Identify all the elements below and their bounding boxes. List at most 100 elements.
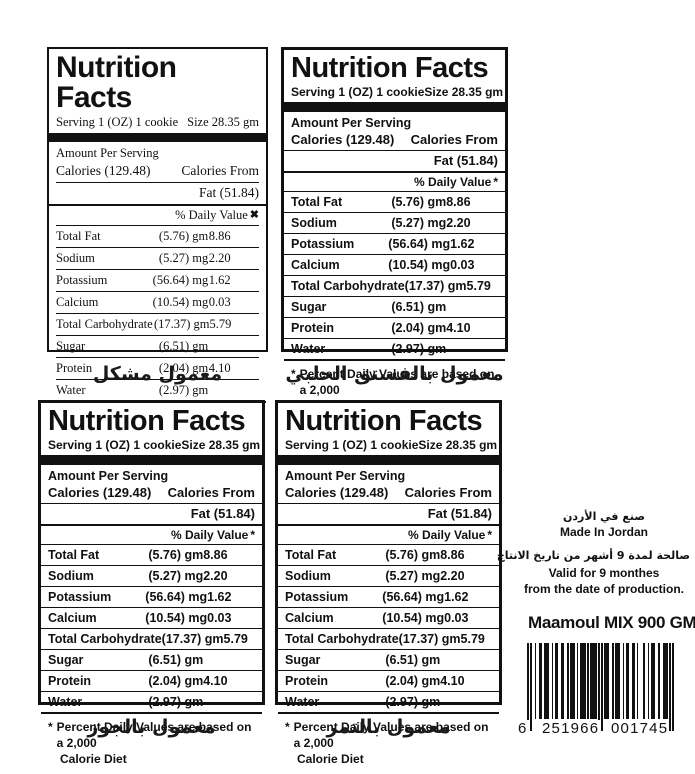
calories-from-fat-row: Fat (51.84) [278, 504, 499, 524]
nutrient-name: Potassium [56, 273, 108, 287]
row-divider [41, 628, 262, 629]
daily-value-header-text: % Daily Value [413, 175, 492, 189]
row-divider [278, 670, 499, 671]
nutrient-name: Protein [48, 674, 92, 688]
row-divider [49, 313, 266, 314]
nutrient-row: Calcium (10.54) mg 0.03 [278, 608, 499, 628]
footnote-divider [284, 359, 505, 361]
nutrient-amount: (17.37) gm [398, 632, 461, 646]
daily-value-header-row: % Daily Value * [41, 526, 262, 544]
nutrient-name: Potassium [48, 590, 112, 604]
nutrient-amount: (10.54) mg [152, 295, 209, 309]
nutrient-name: Sugar [56, 339, 86, 353]
nutrient-amount: (5.76) gm [158, 229, 209, 243]
nutrient-daily-value: 5.79 [209, 317, 232, 331]
panel-title: Nutrition Facts [285, 405, 483, 437]
nutrient-daily-value: 8.86 [208, 229, 231, 243]
nutrient-name: Total Carbohydrate [285, 632, 399, 646]
nutrient-amount: (5.76) gm [148, 548, 204, 562]
serving-size-row: Serving 1 (OZ) 1 cookie Size 28.35 gm [278, 437, 499, 455]
barcode-left-group: 251966 [541, 720, 601, 737]
daily-value-header-text: % Daily Value [175, 208, 248, 222]
serving-size-text: Serving 1 (OZ) 1 cookie [48, 438, 182, 452]
calories-from-fat-value: Fat (51.84) [199, 185, 259, 200]
daily-value-header-text: % Daily Value [407, 528, 486, 542]
nutrient-amount: (5.27) mg [158, 251, 209, 265]
nutrient-row: Potassium (56.64) mg 1.62 [41, 587, 262, 607]
footnote-marker-icon: * [48, 720, 53, 734]
footnote-marker-icon: * [250, 528, 255, 542]
amount-per-serving-label: Amount Per Serving [285, 469, 406, 483]
nutrient-name: Total Fat [285, 548, 337, 562]
nutrient-name: Sodium [48, 569, 94, 583]
nutrient-row: Calcium (10.54) mg 0.03 [41, 608, 262, 628]
nutrient-row: Water (2.97) gm [278, 692, 499, 712]
nutrient-daily-value: 1.62 [208, 273, 231, 287]
footnote-block: * Percent Daily Values are based on a 2,0… [41, 714, 262, 774]
calories-from-fat-row: Fat (51.84) [49, 183, 266, 204]
row-divider [49, 379, 266, 380]
barcode-bars [527, 643, 674, 731]
row-divider [41, 565, 262, 566]
nutrient-amount: (2.04) gm [391, 321, 447, 335]
nutrient-row: Sodium (5.27) mg 2.20 [41, 566, 262, 586]
nutrient-name: Total Fat [291, 195, 343, 209]
daily-value-header-row: % Daily Value ✖ [49, 206, 266, 225]
calories-from-label: Calories From [410, 132, 498, 147]
nutrient-row: Water (2.97) gm [41, 692, 262, 712]
nutrient-name: Protein [285, 674, 329, 688]
row-divider [49, 335, 266, 336]
row-divider [49, 269, 266, 270]
row-divider [284, 254, 505, 255]
nutrient-amount: (56.64) mg [145, 590, 208, 604]
nutrient-daily-value: 2.20 [208, 251, 231, 265]
nutrient-daily-value: 0.03 [208, 295, 231, 309]
row-divider [49, 247, 266, 248]
nutrient-name: Sodium [285, 569, 331, 583]
calories-value: Calories (129.48) [285, 485, 389, 500]
row-divider [278, 544, 499, 545]
nutrient-row: Sugar (6.51) gm [49, 336, 266, 357]
nutrient-daily-value: 8.86 [440, 548, 465, 562]
nutrient-name: Sugar [285, 653, 321, 667]
nutrient-amount: (17.37) gm [153, 317, 210, 331]
nutrient-amount: (2.97) gm [385, 695, 441, 709]
nutrient-amount: (56.64) mg [152, 273, 209, 287]
nutrient-row: Total Carbohydrate (17.37) gm 5.79 [49, 314, 266, 335]
nutrient-name: Total Fat [56, 229, 101, 243]
origin-info-block: صنع في الأردن Made In Jordan صالحة لمدة … [497, 510, 690, 598]
nutrient-name: Potassium [291, 237, 355, 251]
footnote-text: Percent Daily Values are based on a 2,00… [293, 720, 489, 767]
nutrient-name: Protein [291, 321, 335, 335]
footnote-marker-icon: * [291, 367, 296, 381]
daily-value-header-row: % Daily Value * [284, 173, 505, 191]
row-divider [49, 182, 266, 183]
nutrient-name: Calcium [56, 295, 99, 309]
nutrient-amount: (2.04) gm [385, 674, 441, 688]
nutrient-row: Total Carbohydrate (17.37) gm 5.79 [278, 629, 499, 649]
row-divider [49, 225, 266, 226]
row-divider [41, 544, 262, 545]
nutrient-row: Total Fat (5.76) gm 8.86 [49, 226, 266, 247]
calories-row: Calories (129.48) Calories From [284, 131, 505, 150]
panel-title: Nutrition Facts [291, 52, 489, 84]
nutrient-daily-value: 2.20 [203, 569, 228, 583]
nutrient-row: Sodium (5.27) mg 2.20 [278, 566, 499, 586]
nutrient-daily-value: 1.62 [207, 590, 232, 604]
nutrient-row: Protein (2.04) gm 4.10 [284, 318, 505, 338]
nutrient-amount: (5.27) mg [385, 569, 441, 583]
nutrient-amount: (6.51) gm [385, 653, 441, 667]
nutrient-amount: (5.76) gm [385, 548, 441, 562]
row-divider [284, 317, 505, 318]
nutrient-row: Sodium (5.27) mg 2.20 [284, 213, 505, 233]
nutrient-row: Sugar (6.51) gm [278, 650, 499, 670]
calories-from-label: Calories From [167, 485, 255, 500]
nutrient-name: Sodium [56, 251, 95, 265]
nutrient-row: Total Fat (5.76) gm 8.86 [278, 545, 499, 565]
row-divider [41, 649, 262, 650]
row-divider [41, 607, 262, 608]
nutrition-facts-panel-walnut: Nutrition Facts Serving 1 (OZ) 1 cookie Si… [38, 400, 265, 766]
daily-value-header-text: % Daily Value [170, 528, 249, 542]
row-divider [278, 691, 499, 692]
header-separator-bar [49, 133, 266, 142]
